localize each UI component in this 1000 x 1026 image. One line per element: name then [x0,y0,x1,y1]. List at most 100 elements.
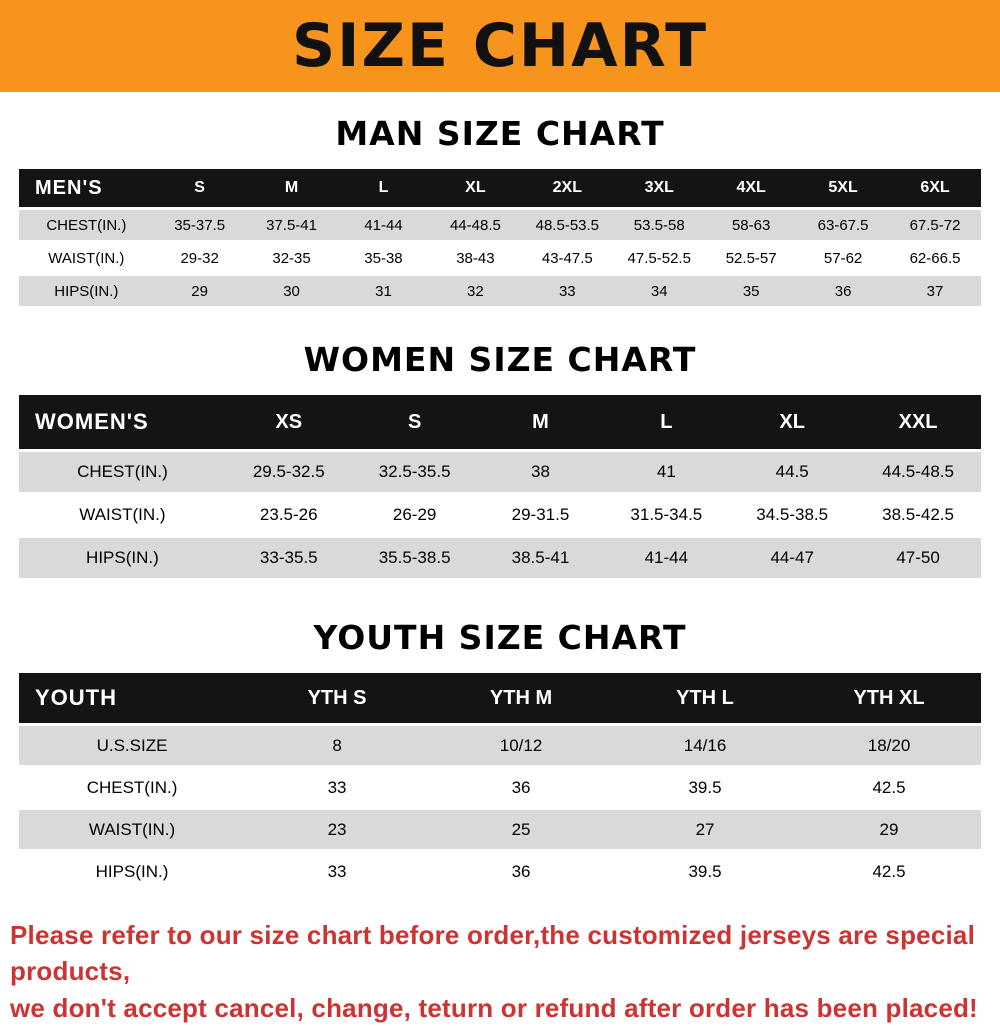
size-value: 44-48.5 [429,207,522,240]
size-column-header: M [245,169,338,207]
size-value: 34 [613,273,706,306]
size-chart-banner: SIZE CHART [0,0,1000,92]
size-column-header: L [337,169,430,207]
table-header-row: YOUTH YTH S YTH M YTH L YTH XL [19,673,981,723]
size-column-header: 6XL [889,169,981,207]
size-value: 36 [429,849,614,891]
banner-title: SIZE CHART [291,11,709,81]
table-header-row: WOMEN'S XS S M L XL XXL [19,395,981,449]
size-value: 29-32 [153,240,246,273]
size-column-header: YTH S [245,673,430,723]
size-value: 57-62 [797,240,890,273]
size-column-header: M [477,395,604,449]
size-value: 47-50 [855,535,981,578]
table-row: CHEST(IN.) 35-37.5 37.5-41 41-44 44-48.5 48.5… [19,207,981,240]
footer-line-1: Please refer to our size chart before or… [10,920,976,987]
table-header-label: MEN'S [19,169,154,207]
size-value: 44-47 [729,535,856,578]
size-value: 38 [477,449,604,492]
size-column-header: L [603,395,730,449]
size-value: 39.5 [613,765,798,807]
size-value: 48.5-53.5 [521,207,614,240]
size-value: 30 [245,273,338,306]
size-value: 39.5 [613,849,798,891]
footer-note: Please refer to our size chart before or… [0,917,1000,1026]
size-column-header: 3XL [613,169,706,207]
size-value: 32.5-35.5 [351,449,478,492]
size-column-header: 4XL [705,169,798,207]
size-value: 14/16 [613,723,798,765]
size-value: 23.5-26 [225,492,352,535]
size-value: 63-67.5 [797,207,890,240]
size-value: 35-38 [337,240,430,273]
youth-section-heading: YOUTH SIZE CHART [313,618,687,657]
table-header-label: WOMEN'S [19,395,226,449]
size-value: 31 [337,273,430,306]
row-label: WAIST(IN.) [19,492,226,535]
size-value: 27 [613,807,798,849]
size-column-header: XL [429,169,522,207]
size-value: 35 [705,273,798,306]
size-column-header: XXL [855,395,981,449]
table-header-row: MEN'S S M L XL 2XL 3XL 4XL 5XL 6XL [19,169,981,207]
table-row: WAIST(IN.) 29-32 32-35 35-38 38-43 43-47.5 47.… [19,240,981,273]
size-value: 29.5-32.5 [225,449,352,492]
size-value: 29 [153,273,246,306]
size-value: 8 [245,723,430,765]
size-value: 25 [429,807,614,849]
size-value: 41-44 [603,535,730,578]
footer-line-2: we don't accept cancel, change, teturn o… [10,992,978,1023]
table-row: HIPS(IN.) 33 36 39.5 42.5 [19,849,981,891]
table-row: HIPS(IN.) 33-35.5 35.5-38.5 38.5-41 41-44 44-… [19,535,981,578]
size-value: 38.5-41 [477,535,604,578]
size-value: 38-43 [429,240,522,273]
size-value: 67.5-72 [889,207,981,240]
size-value: 44.5-48.5 [855,449,981,492]
size-value: 33 [521,273,614,306]
row-label: CHEST(IN.) [19,449,226,492]
row-label: HIPS(IN.) [19,273,154,306]
size-column-header: S [153,169,246,207]
row-label: CHEST(IN.) [19,765,246,807]
size-column-header: S [351,395,478,449]
size-value: 29-31.5 [477,492,604,535]
size-value: 36 [797,273,890,306]
size-value: 26-29 [351,492,478,535]
size-value: 34.5-38.5 [729,492,856,535]
women-section: WOMEN SIZE CHART WOMEN'S XS S M L XL XXL CHEST(… [0,340,1000,578]
size-column-header: 2XL [521,169,614,207]
table-row: WAIST(IN.) 23 25 27 29 [19,807,981,849]
youth-size-table: YOUTH YTH S YTH M YTH L YTH XL U.S.SIZE 8 10/12… [19,673,981,891]
men-section-heading: MAN SIZE CHART [335,114,665,153]
size-value: 31.5-34.5 [603,492,730,535]
size-value: 37.5-41 [245,207,338,240]
row-label: HIPS(IN.) [19,535,226,578]
table-row: WAIST(IN.) 23.5-26 26-29 29-31.5 31.5-34.5 34… [19,492,981,535]
size-value: 29 [797,807,981,849]
row-label: WAIST(IN.) [19,807,246,849]
size-value: 52.5-57 [705,240,798,273]
size-value: 35.5-38.5 [351,535,478,578]
youth-section: YOUTH SIZE CHART YOUTH YTH S YTH M YTH L YTH… [0,618,1000,891]
row-label: WAIST(IN.) [19,240,154,273]
size-value: 41 [603,449,730,492]
size-value: 33 [245,765,430,807]
row-label: HIPS(IN.) [19,849,246,891]
women-size-table: WOMEN'S XS S M L XL XXL CHEST(IN.) 29.5-32.5 32.5… [19,395,981,578]
men-size-table: MEN'S S M L XL 2XL 3XL 4XL 5XL 6XL CHEST(IN.) 35-37… [19,169,981,306]
size-column-header: XL [729,395,856,449]
size-column-header: 5XL [797,169,890,207]
size-value: 10/12 [429,723,614,765]
women-section-heading: WOMEN SIZE CHART [303,340,697,379]
size-value: 32 [429,273,522,306]
size-value: 44.5 [729,449,856,492]
size-value: 36 [429,765,614,807]
size-value: 42.5 [797,849,981,891]
row-label: U.S.SIZE [19,723,246,765]
table-row: CHEST(IN.) 33 36 39.5 42.5 [19,765,981,807]
size-value: 58-63 [705,207,798,240]
size-value: 33-35.5 [225,535,352,578]
size-value: 18/20 [797,723,981,765]
men-section: MAN SIZE CHART MEN'S S M L XL 2XL 3XL 4XL 5XL 6XL… [0,114,1000,306]
table-row: HIPS(IN.) 29 30 31 32 33 34 35 36 37 [19,273,981,306]
